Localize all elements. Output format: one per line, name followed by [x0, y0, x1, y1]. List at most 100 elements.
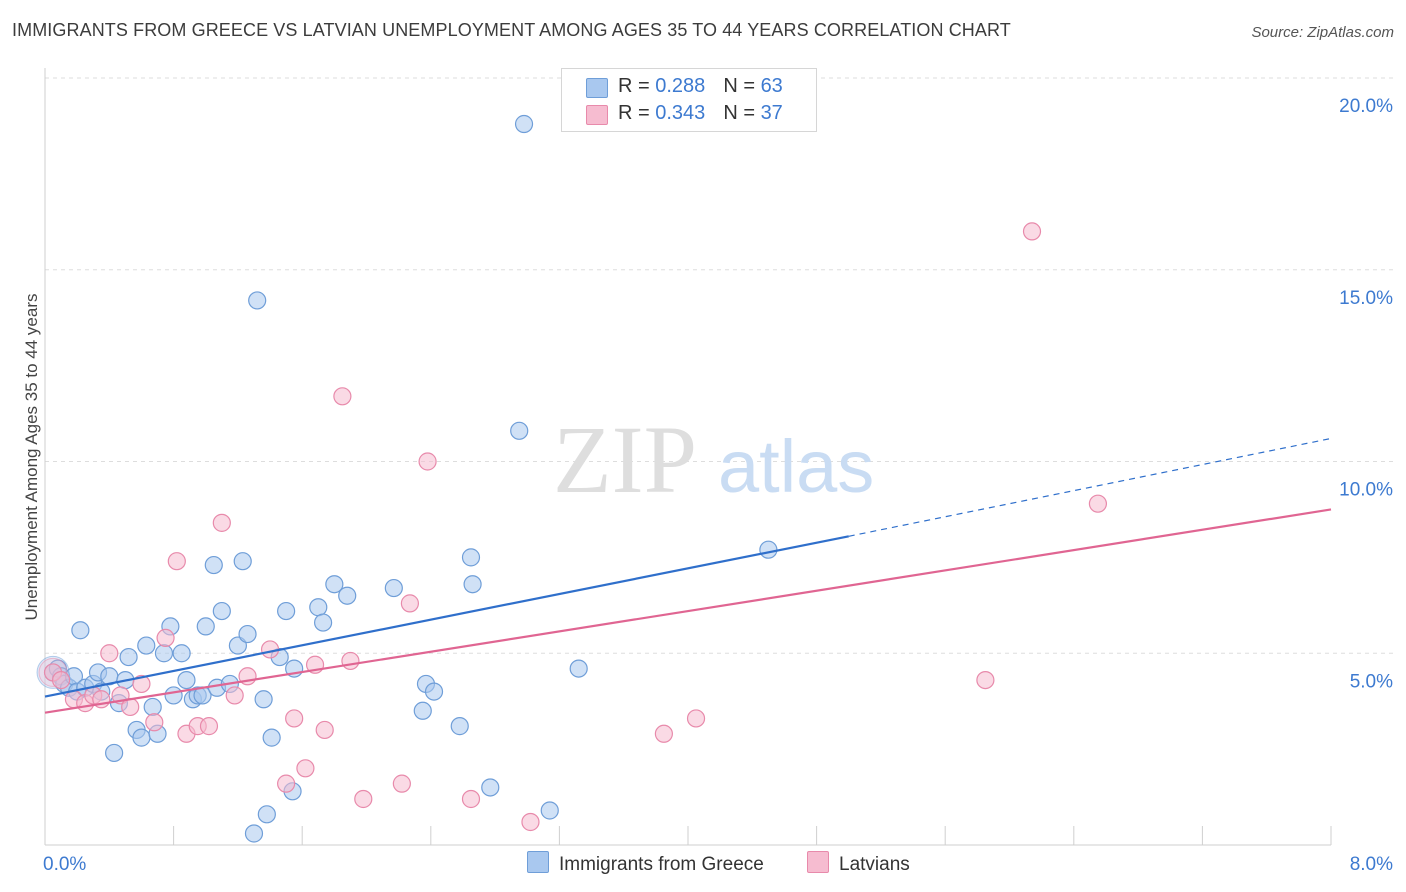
point-greece	[384, 578, 403, 598]
y-axis-label: Unemployment Among Ages 35 to 44 years	[22, 294, 41, 621]
point-greece	[510, 421, 529, 440]
point-latvians	[392, 774, 411, 793]
point-greece	[413, 701, 432, 720]
point-greece	[325, 575, 344, 594]
legend-label-greece: Immigrants from Greece	[559, 854, 764, 875]
point-greece	[514, 114, 534, 134]
point-latvians	[285, 709, 304, 728]
trend-line-latvians	[44, 508, 1332, 714]
trend-line-greece-extrapolated	[848, 437, 1332, 537]
point-latvians	[333, 387, 352, 406]
point-greece	[204, 555, 223, 575]
point-greece	[461, 548, 481, 567]
point-latvians	[418, 452, 437, 471]
point-greece	[277, 601, 296, 621]
point-greece	[172, 644, 191, 663]
point-greece	[540, 801, 559, 820]
axes	[44, 68, 1332, 846]
point-greece	[248, 291, 267, 310]
point-greece	[164, 686, 183, 705]
point-greece	[212, 601, 231, 621]
point-latvians	[296, 759, 315, 778]
r-value: 0.288	[655, 75, 706, 97]
legend-swatch-latvians	[807, 851, 829, 873]
legend-item-greece[interactable]: Immigrants from Greece	[527, 851, 764, 876]
point-greece	[71, 621, 90, 640]
point-latvians	[354, 789, 373, 809]
point-latvians	[199, 717, 219, 736]
point-greece	[177, 670, 196, 690]
point-greece	[262, 728, 281, 747]
point-latvians	[654, 724, 673, 743]
point-latvians	[315, 720, 334, 740]
y-tick-label: 15.0%	[1339, 288, 1393, 309]
point-latvians	[167, 552, 186, 571]
point-latvians	[1088, 494, 1108, 513]
point-latvians	[400, 594, 420, 613]
y-tick-label: 10.0%	[1339, 480, 1393, 501]
legend-swatch-pink	[586, 105, 608, 125]
legend-item-latvians[interactable]: Latvians	[807, 851, 910, 876]
point-greece	[759, 540, 778, 559]
point-latvians	[521, 812, 540, 832]
watermark-zip: ZIP	[553, 406, 697, 513]
point-latvians	[461, 789, 481, 809]
point-latvians	[145, 713, 164, 732]
watermark: ZIP atlas	[553, 406, 874, 513]
point-latvians	[100, 644, 119, 663]
point-greece	[313, 613, 333, 632]
point-latvians	[225, 686, 244, 705]
point-greece	[463, 575, 482, 594]
chart-title: IMMIGRANTS FROM GREECE VS LATVIAN UNEMPL…	[12, 20, 1011, 40]
legend-swatch-greece	[527, 851, 549, 873]
n-label: N =	[723, 102, 761, 124]
tick-labels: 5.0% 10.0% 15.0% 20.0% 0.0% 8.0%	[43, 96, 1393, 875]
point-greece	[569, 659, 588, 678]
point-latvians	[976, 670, 995, 690]
point-greece	[450, 717, 469, 736]
point-greece	[309, 598, 328, 617]
r-label: R =	[618, 102, 656, 124]
series-latvians	[38, 222, 1108, 832]
point-greece	[233, 552, 252, 571]
point-greece	[238, 624, 257, 644]
legend-text-greece: R = 0.288 N = 63	[618, 75, 783, 98]
x-tick-label-max: 8.0%	[1350, 854, 1393, 875]
source-credit: Source: ZipAtlas.com	[1251, 24, 1394, 41]
n-value: 63	[760, 75, 783, 97]
y-tick-label: 20.0%	[1339, 96, 1393, 117]
r-label: R =	[618, 75, 656, 97]
point-greece	[105, 743, 124, 763]
point-latvians	[341, 651, 360, 671]
x-tick-label-min: 0.0%	[43, 854, 86, 875]
watermark-atlas: atlas	[718, 425, 874, 508]
n-value: 37	[760, 102, 783, 124]
point-greece	[196, 617, 215, 636]
point-greece	[119, 647, 138, 667]
point-greece	[154, 644, 174, 663]
point-greece	[132, 728, 151, 747]
point-latvians	[212, 513, 231, 532]
point-latvians	[51, 670, 71, 690]
legend-text-latvians: R = 0.343 N = 37	[618, 102, 783, 125]
y-axis-label-group: Unemployment Among Ages 35 to 44 years	[22, 294, 41, 621]
point-greece	[143, 697, 162, 717]
n-label: N =	[723, 75, 761, 97]
trend-line-greece	[44, 535, 849, 698]
legend-label-latvians: Latvians	[839, 854, 910, 875]
legend-swatch-blue	[586, 78, 608, 98]
point-latvians	[686, 709, 706, 728]
point-latvians	[277, 774, 296, 793]
point-latvians	[132, 674, 151, 694]
point-greece	[481, 778, 500, 797]
point-greece	[254, 690, 273, 709]
point-latvians	[1022, 222, 1042, 241]
trend-lines	[44, 437, 1332, 714]
y-tick-label: 5.0%	[1350, 671, 1393, 692]
point-greece	[244, 824, 264, 843]
point-greece	[338, 586, 357, 605]
stats-legend: R = 0.288 N = 63 R = 0.343 N = 37	[561, 68, 817, 132]
point-latvians	[156, 628, 175, 648]
point-greece	[424, 682, 444, 701]
